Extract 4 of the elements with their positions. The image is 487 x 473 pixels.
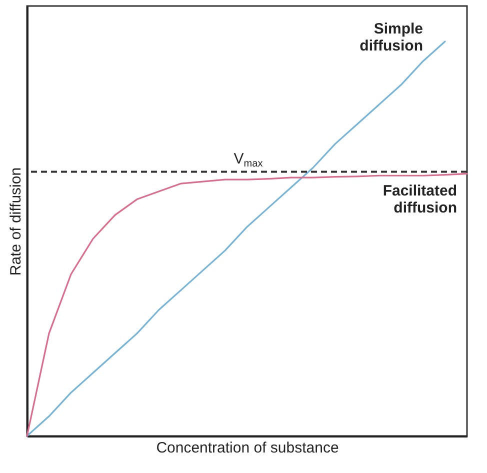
x-axis-title: Concentration of substance	[156, 440, 339, 456]
series-label: Simple diffusion	[360, 20, 423, 55]
y-axis-title: Rate of diffusion	[8, 167, 24, 276]
series-label: Facilitated diffusion	[382, 182, 457, 217]
